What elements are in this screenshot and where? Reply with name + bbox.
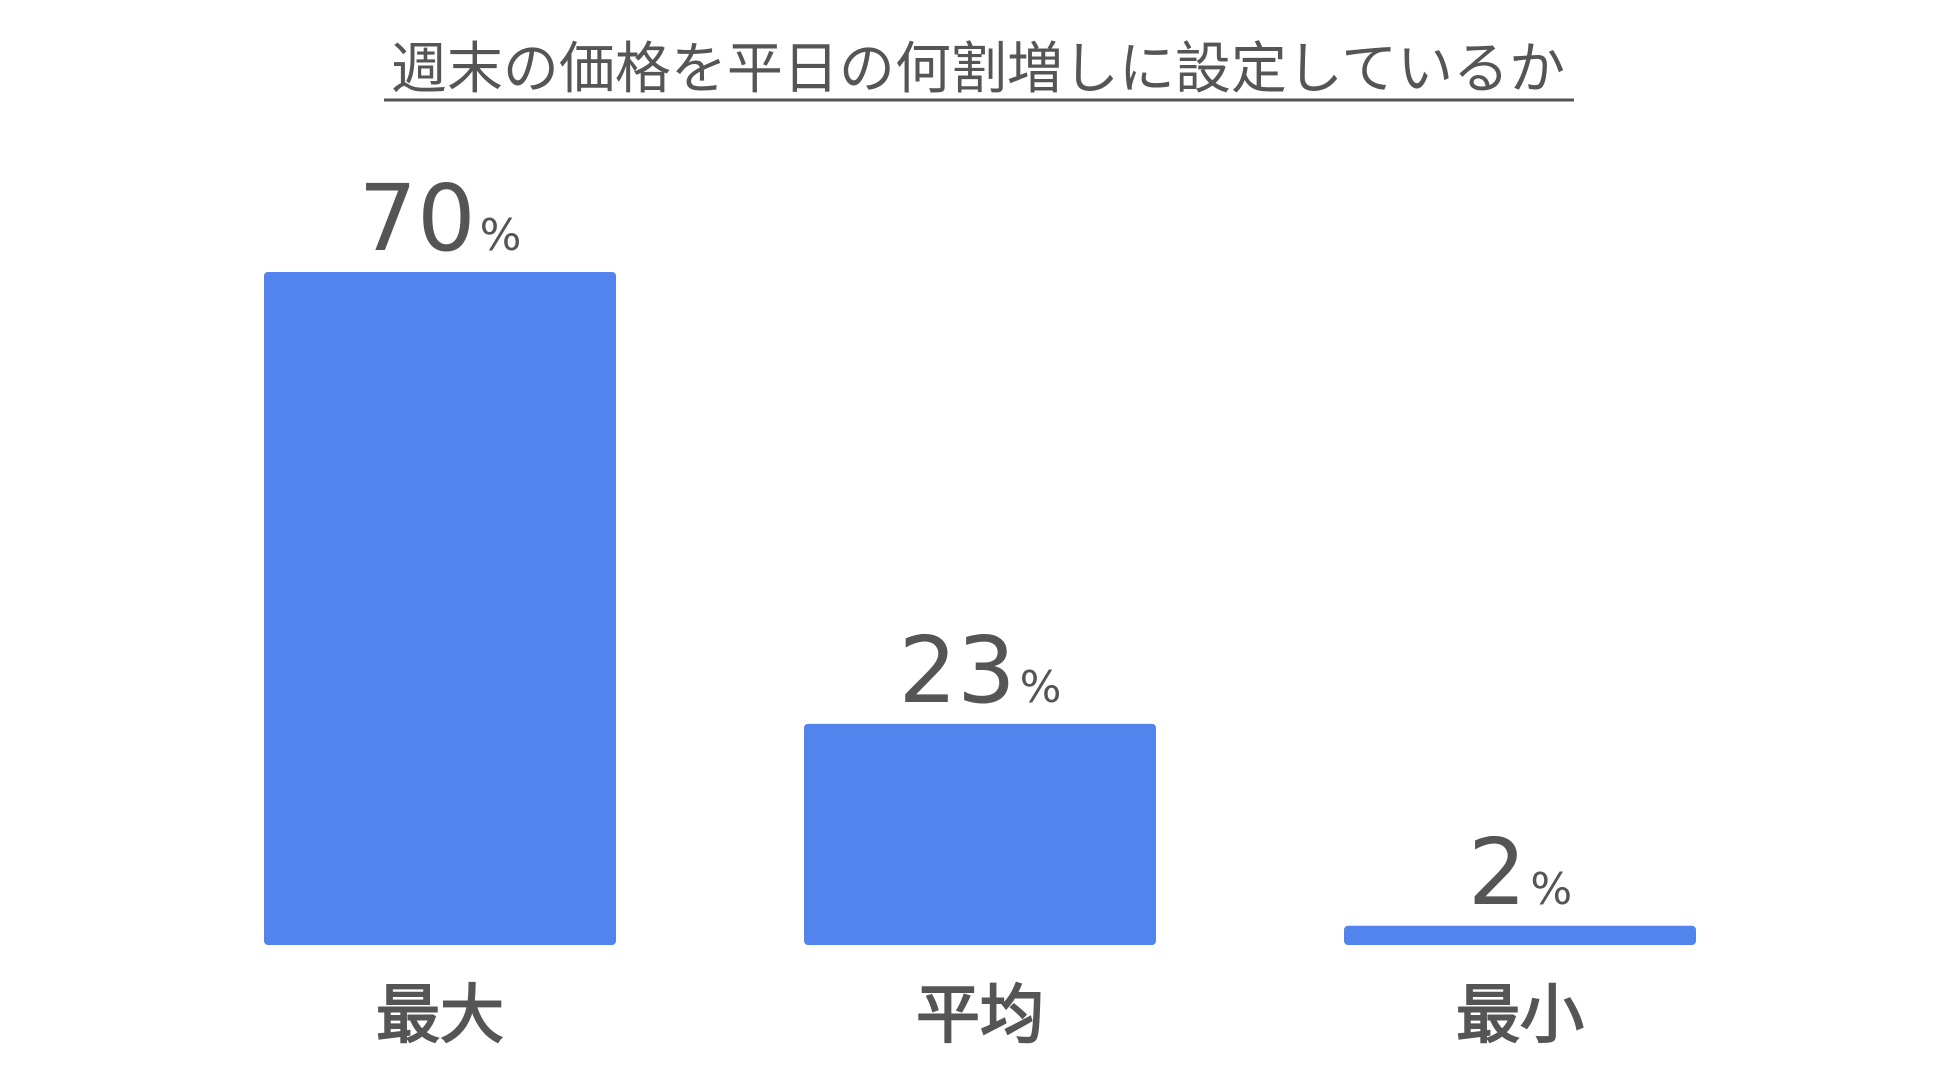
bars-group bbox=[264, 272, 1696, 945]
value-unit: % bbox=[1530, 864, 1572, 915]
value-labels-group: 70%23%2% bbox=[359, 165, 1573, 926]
value-number: 70 bbox=[359, 165, 476, 272]
value-number: 2 bbox=[1468, 819, 1527, 926]
category-labels-group: 最大 平均 最小 bbox=[376, 979, 1584, 1053]
chart-title: 週末の価格を平日の何割増しに設定しているか bbox=[391, 37, 1565, 102]
bar-3 bbox=[1344, 925, 1696, 945]
category-label-2: 平均 bbox=[916, 979, 1044, 1053]
category-label-1: 最大 bbox=[376, 979, 504, 1053]
value-unit: % bbox=[1020, 662, 1062, 713]
bar-2 bbox=[804, 723, 1156, 945]
value-label-1: 70% bbox=[359, 165, 522, 272]
value-label-2: 23% bbox=[899, 617, 1062, 724]
value-number: 23 bbox=[899, 617, 1016, 724]
bar-1 bbox=[264, 272, 616, 945]
category-label-3: 最小 bbox=[1456, 979, 1584, 1053]
value-unit: % bbox=[480, 210, 522, 261]
value-label-3: 2% bbox=[1468, 819, 1572, 926]
